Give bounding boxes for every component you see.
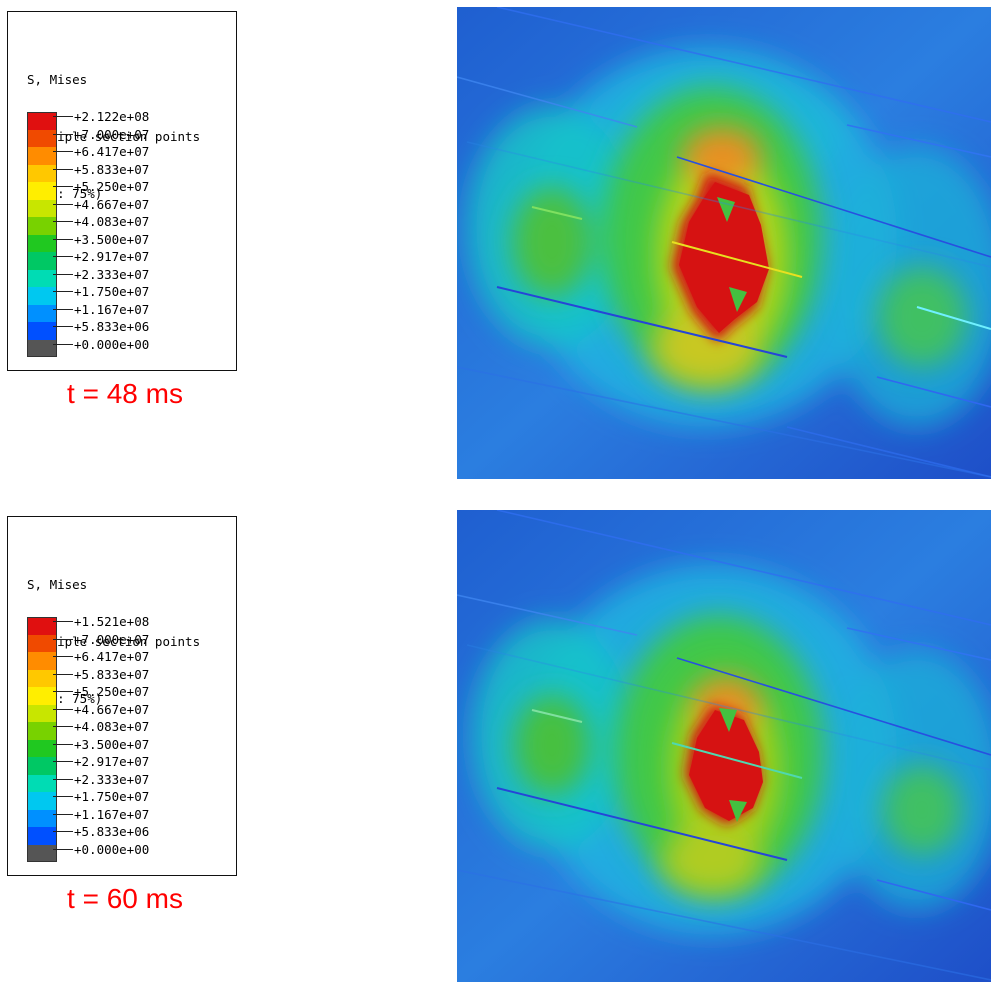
legend-swatch [27,634,57,652]
legend-swatch [27,182,57,200]
legend-swatch [27,112,57,130]
legend-swatch [27,687,57,705]
legend-swatch [27,669,57,687]
color-legend: S, Mises Multiple section points (Avg: 7… [7,516,237,876]
legend-title: S, Mises [27,72,88,87]
stress-contour-plot [457,7,991,479]
legend-swatch [27,129,57,147]
legend-swatches [27,112,57,357]
legend-swatch [27,287,57,305]
legend-swatch [27,147,57,165]
legend-swatch [27,617,57,635]
stress-contour-plot [457,510,991,982]
panel-t48: S, Mises Multiple section points (Avg: 7… [0,0,992,490]
legend-swatch [27,164,57,182]
legend-swatch [27,322,57,340]
legend-swatch [27,199,57,217]
legend-swatch [27,827,57,845]
color-legend: S, Mises Multiple section points (Avg: 7… [7,11,237,371]
legend-swatch [27,652,57,670]
legend-swatches [27,617,57,862]
legend-swatch [27,704,57,722]
legend-swatch [27,339,57,357]
legend-title: S, Mises [27,577,88,592]
legend-swatch [27,304,57,322]
time-label: t = 48 ms [67,378,183,409]
legend-swatch [27,234,57,252]
time-label: t = 60 ms [67,883,183,914]
legend-swatch [27,757,57,775]
legend-swatch [27,844,57,862]
legend-swatch [27,739,57,757]
legend-swatch [27,792,57,810]
legend-swatch [27,217,57,235]
legend-swatch [27,722,57,740]
legend-swatch [27,809,57,827]
legend-swatch [27,269,57,287]
legend-swatch [27,774,57,792]
legend-swatch [27,252,57,270]
panel-t60: S, Mises Multiple section points (Avg: 7… [0,505,992,995]
